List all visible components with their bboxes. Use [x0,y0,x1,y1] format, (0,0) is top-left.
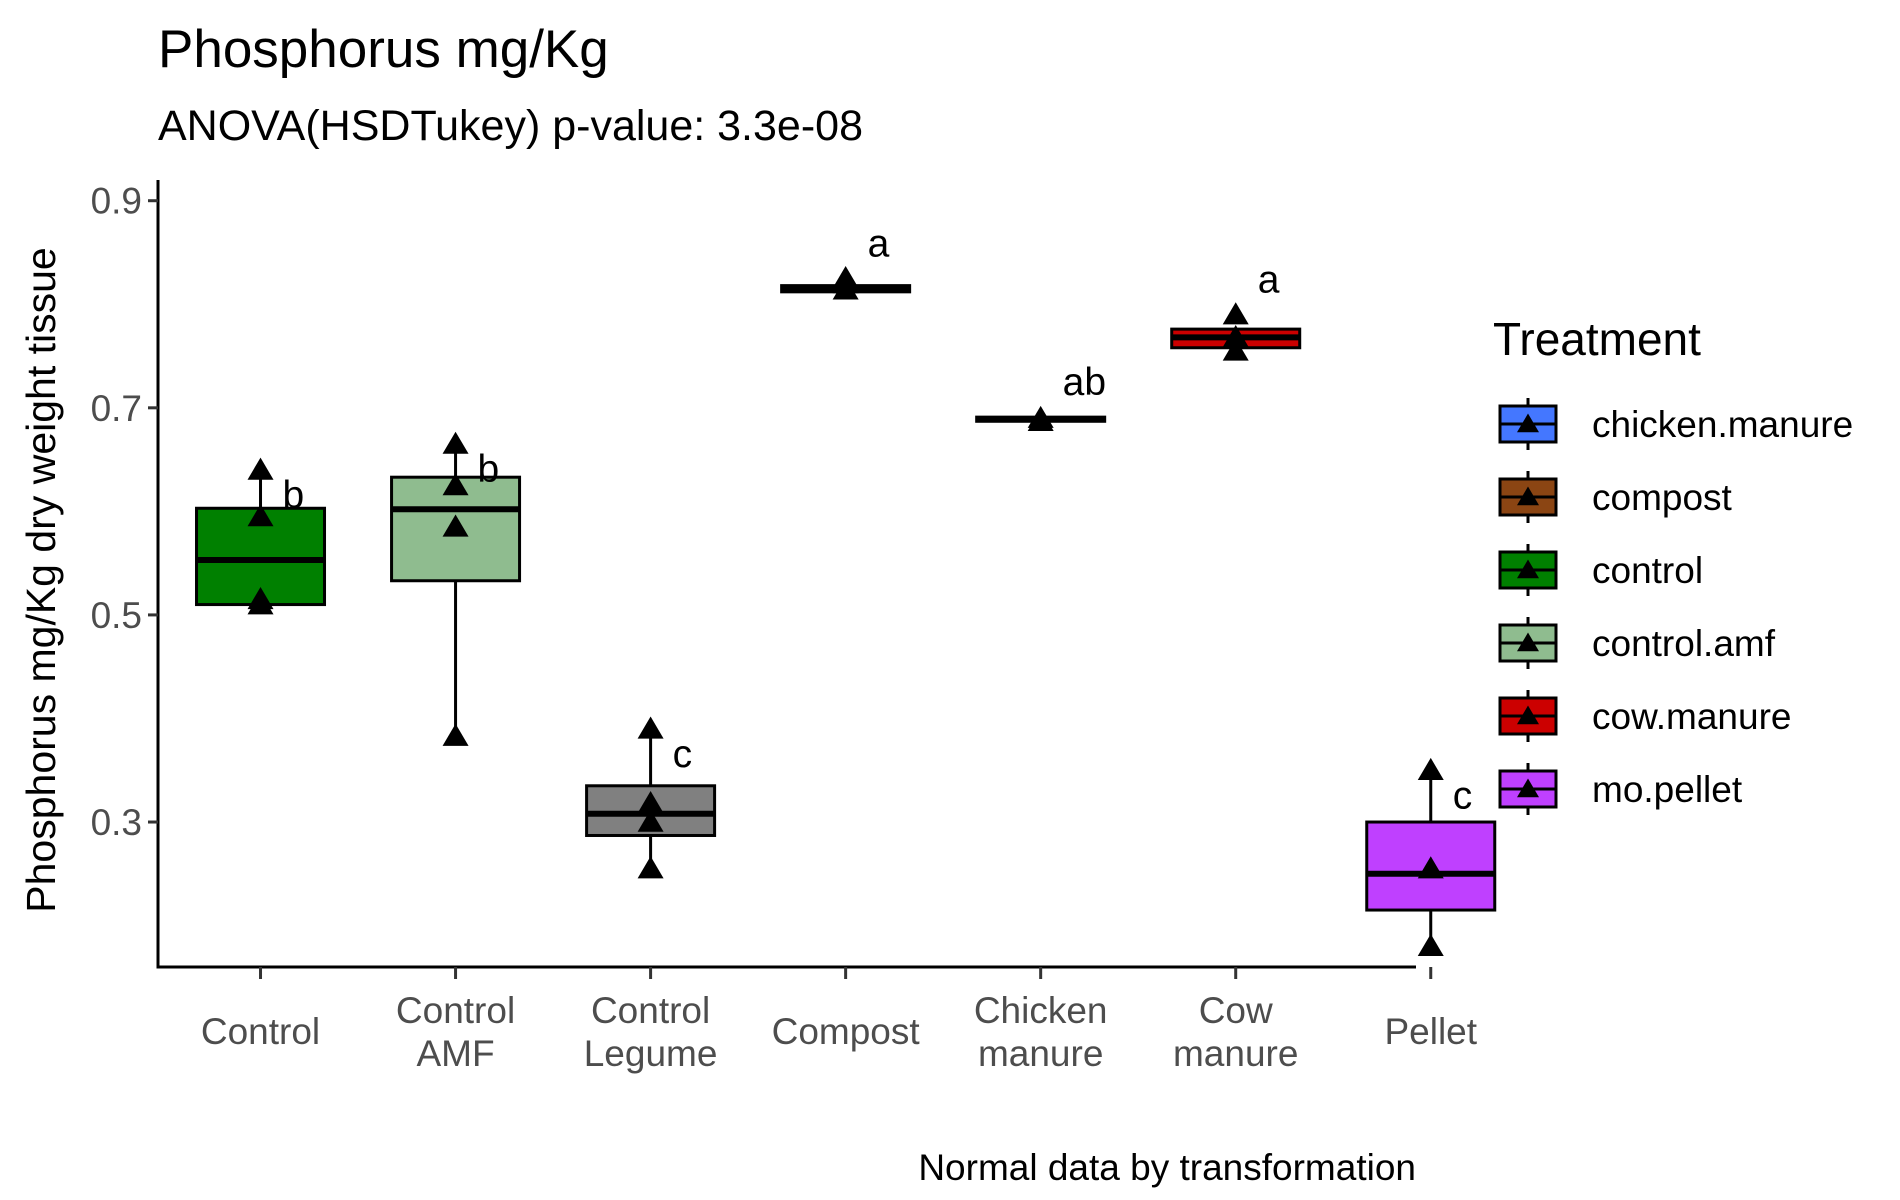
x-tick-label: AMF [417,1033,495,1074]
legend-key-triangle [1517,486,1539,506]
data-point [1417,856,1444,879]
x-tick-label: Pellet [1384,1011,1477,1052]
chart-title: Phosphorus mg/Kg [158,20,609,79]
significance-letter: b [283,474,305,517]
chart-subtitle: ANOVA(HSDTukey) p-value: 3.3e-08 [158,102,863,150]
data-point [442,514,469,537]
legend-item-compost: compost [1498,471,1733,523]
data-point [442,431,469,454]
data-point [637,856,664,879]
y-tick-label: 0.9 [91,181,142,222]
legend-item-control.amf: control.amf [1498,617,1776,669]
legend-label: chicken.manure [1592,404,1853,445]
x-tick-label: Control [201,1011,320,1052]
legend-title: Treatment [1493,313,1701,365]
legend-key-triangle [1517,413,1539,433]
x-tick-label: Chicken [974,990,1108,1031]
legend-key-triangle [1517,559,1539,579]
x-tick-label: Control [396,990,515,1031]
plot-area: 0.30.50.70.9ControlbControlAMFbControlLe… [91,180,1497,1074]
x-tick-label: Control [591,990,710,1031]
legend-label: control.amf [1592,623,1776,664]
data-point [442,473,469,496]
data-point [1222,325,1249,348]
data-point [832,266,859,289]
x-tick-label: Compost [772,1011,921,1052]
legend-key-triangle [1517,705,1539,725]
data-point [247,587,274,610]
y-tick-label: 0.5 [91,595,142,636]
significance-letter: b [478,448,500,491]
legend-label: mo.pellet [1592,769,1743,810]
legend-label: control [1592,550,1703,591]
x-tick-label: manure [1173,1033,1298,1074]
data-point [637,716,664,739]
x-tick-label: Cow [1199,990,1273,1031]
significance-letter: c [673,733,693,776]
legend-item-chicken.manure: chicken.manure [1498,398,1853,450]
box-control: Control b [195,457,327,1052]
caption: Normal data by transformation [918,1147,1416,1188]
data-point [1417,933,1444,957]
y-tick-label: 0.7 [91,388,142,429]
data-point [247,457,274,480]
legend-item-mo.pellet: mo.pellet [1498,763,1743,815]
data-point [637,809,664,832]
data-point [1027,405,1054,428]
legend-label: cow.manure [1592,696,1792,737]
x-tick-label: manure [978,1033,1103,1074]
data-point [247,504,274,527]
significance-letter: ab [1063,361,1106,404]
box-mo.pellet: Pellet c [1365,757,1497,1052]
box-compost: Compost a [772,222,921,1052]
x-tick-label: Legume [584,1033,718,1074]
legend-label: compost [1592,477,1733,518]
legend-key-triangle [1517,778,1539,798]
legend-item-cow.manure: cow.manure [1498,690,1792,742]
data-point [1222,338,1249,361]
significance-letter: a [868,222,890,265]
data-point [442,723,469,746]
y-tick-label: 0.3 [91,802,142,843]
legend-key-triangle [1517,632,1539,652]
legend-item-control: control [1498,544,1703,596]
significance-letter: a [1258,259,1280,302]
legend: Treatment chicken.manure compost control co… [1493,313,1853,815]
data-point [637,791,664,814]
data-point [1417,757,1444,780]
significance-letter: c [1453,774,1473,817]
data-point [1222,302,1249,325]
y-axis-title: Phosphorus mg/Kg dry weight tissue [18,247,64,912]
